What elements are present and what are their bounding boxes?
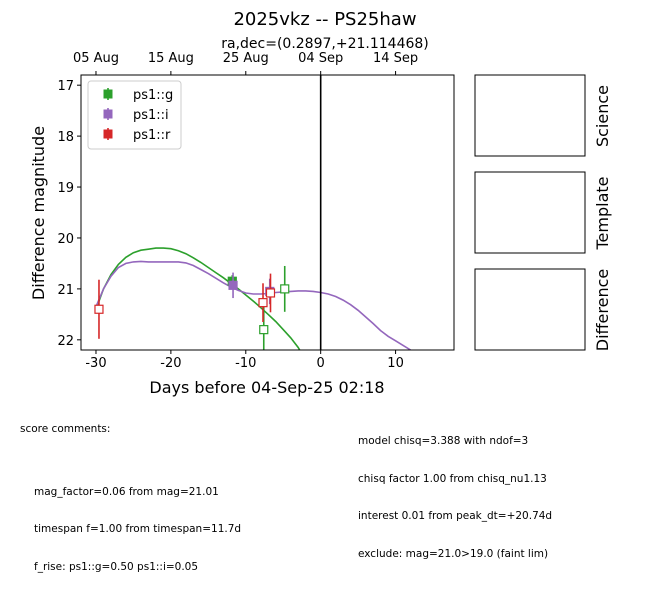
x-tick-label: 0: [317, 356, 325, 371]
comment-line: f_rise: ps1::g=0.50 ps1::i=0.05: [34, 560, 199, 573]
score-comments-header: score comments:: [20, 423, 111, 435]
y-axis-label: Difference magnitude: [29, 126, 48, 300]
top-tick-label: 14 Sep: [373, 51, 418, 66]
comment-line: timespan f=1.00 from timespan=11.7d: [34, 523, 242, 535]
template-label: Template: [593, 176, 612, 250]
plot-area: -30 -20 -10 0 10 05 Aug 15 Aug 25 Aug 04 Sep 14 S…: [57, 51, 455, 371]
top-tick-label: 15 Aug: [148, 51, 194, 66]
model-curve-ps1--g: [95, 247, 301, 350]
y-tick-label: 21: [57, 283, 74, 298]
y-tick-label: 19: [57, 181, 74, 196]
legend-marker: [103, 89, 113, 99]
data-point: [259, 325, 269, 335]
score-comments: score comments: mag_factor=0.06 from mag…: [20, 398, 241, 611]
x-axis-label: Days before 04-Sep-25 02:18: [149, 378, 384, 397]
legend-marker: [103, 129, 113, 139]
comment-line: chisq factor 1.00 from chisq_nu1.13: [358, 472, 547, 485]
x-tick-label: -20: [160, 356, 181, 371]
comment-line: model chisq=3.388 with ndof=3: [358, 435, 529, 447]
model-comments: model chisq=3.388 with ndof=3 chisq fact…: [358, 410, 552, 573]
lightcurve-figure: 2025vkz -- PS25haw ra,dec=(0.2897,+21.11…: [29, 9, 612, 397]
y-tick-label: 22: [57, 334, 74, 349]
chart-title: 2025vkz -- PS25haw: [233, 9, 416, 30]
difference-panel: [474, 268, 586, 351]
model-curve-ps1--i: [95, 260, 412, 350]
top-tick-label: 05 Aug: [73, 51, 119, 66]
y-tick-label: 17: [57, 79, 74, 94]
x-tick-label: -30: [85, 356, 106, 371]
y-tick-label: 20: [57, 232, 74, 247]
data-point: [265, 288, 276, 298]
legend-marker: [103, 109, 113, 119]
legend-label: ps1::r: [133, 128, 171, 143]
data-point: [94, 304, 104, 314]
science-panel: [474, 74, 586, 157]
science-label: Science: [593, 85, 612, 147]
top-tick-label: 04 Sep: [298, 51, 343, 66]
comment-line: interest 0.01 from peak_dt=+20.74d: [358, 510, 553, 522]
chart-subtitle: ra,dec=(0.2897,+21.114468): [221, 36, 429, 52]
data-point: [280, 284, 290, 294]
legend-label: ps1::i: [133, 108, 169, 123]
data-point: [228, 280, 238, 290]
legend-label: ps1::g: [133, 88, 173, 103]
data-point: [258, 298, 268, 308]
top-tick-label: 25 Aug: [223, 51, 269, 66]
y-tick-label: 18: [57, 130, 74, 145]
comment-line: exclude: mag=21.0>19.0 (faint lim): [358, 547, 549, 560]
x-tick-label: -10: [235, 356, 256, 371]
plot-frame: [80, 74, 455, 351]
comment-line: mag_factor=0.06 from mag=21.01: [34, 485, 219, 498]
template-panel: [474, 171, 586, 254]
x-tick-label: 10: [387, 356, 404, 371]
difference-label: Difference: [593, 269, 612, 351]
